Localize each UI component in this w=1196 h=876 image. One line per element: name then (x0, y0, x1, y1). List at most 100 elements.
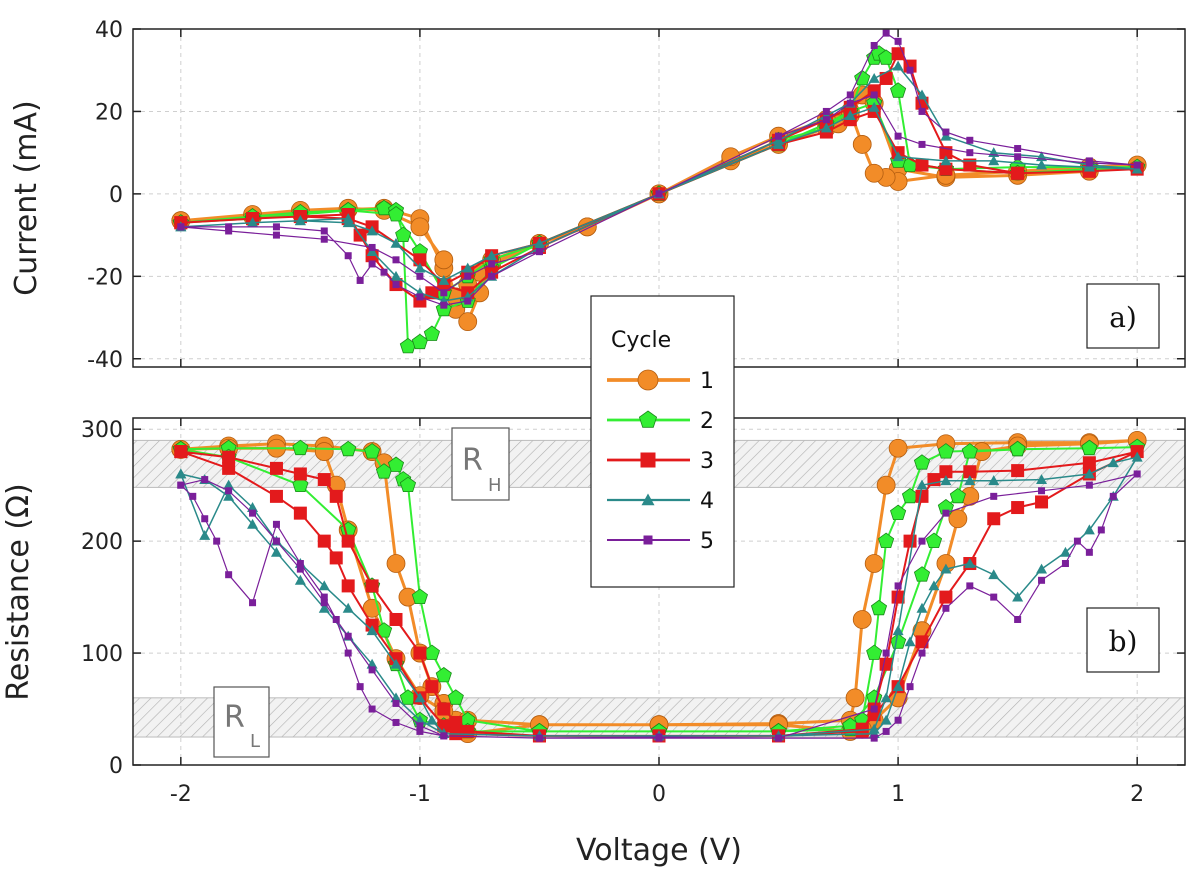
panel-a-series-5-point-19 (882, 29, 890, 37)
panel-a-series-5-point-40 (464, 272, 472, 280)
panel-b-series-5-point-36 (1038, 487, 1046, 495)
panel-b-series-3-point-5 (329, 489, 343, 503)
panel-a-series-1-point-31 (864, 163, 884, 183)
panel-b-series-4-point-30 (1131, 451, 1143, 462)
panel-b-series-4-point-39 (880, 692, 892, 703)
panel-a-series-5-point-45 (320, 235, 328, 243)
panel-b-series-5-point-35 (1085, 481, 1093, 489)
panel-a-series-4-point-36 (438, 274, 450, 285)
band-rl-label: R (224, 700, 245, 735)
panel-b-series-4-point-11 (426, 714, 438, 725)
panel-b-series-4-point-51 (270, 546, 282, 557)
panel-a-series-5-point-18 (870, 41, 878, 49)
panel-b-series-4-point-25 (1012, 591, 1024, 602)
panel-a-series-4-point-33 (533, 237, 545, 248)
panel-b-series-4-point-32 (1083, 468, 1095, 479)
panel-a-series-3-point-30 (915, 158, 929, 172)
panel-a-series-5-point-41 (440, 289, 448, 297)
panel-b-series-2-point-2 (292, 439, 309, 456)
panel-b-series-5-point-19 (870, 734, 878, 742)
panel-b-series-5-point-38 (942, 509, 950, 517)
legend-box (590, 295, 735, 588)
panel-b-series-4-point-50 (294, 574, 306, 585)
panel-b-series-3-point-7 (365, 579, 379, 593)
legend-label-5: 5 (700, 529, 714, 554)
panel-b-series-3-point-48 (329, 551, 343, 565)
panel-b-ytick-label-0: 300 (81, 418, 123, 443)
panel-a-series-5-point-1 (225, 223, 233, 231)
panel-b-series-4-point-23 (964, 558, 976, 568)
panel-b-ylabel: Resistance (Ω) (1, 483, 36, 701)
panel-b-series-4-point-20 (916, 602, 928, 613)
panel-a-series-3-point-41 (413, 253, 427, 267)
x-tick-label-1: -1 (409, 782, 431, 807)
panel-b-series-4-point-6 (318, 580, 330, 591)
panel-b-series-3-point-51 (269, 489, 283, 503)
panel-b-ytick-label-3: 0 (109, 754, 123, 779)
panel-b-series-5-point-40 (894, 582, 902, 590)
panel-b-series-2-point-29 (1081, 439, 1098, 456)
panel-a-series-5-point-47 (225, 227, 233, 235)
panel-b-series-5-point-14 (416, 727, 424, 735)
band-rh-sub: H (488, 475, 502, 496)
panel-a-series-5-point-11 (464, 297, 472, 305)
panel-a-series-3-point-29 (939, 162, 953, 176)
panel-b-series-5-point-2 (201, 515, 209, 523)
panel-a-series (171, 29, 1147, 354)
panel-b-series-2-point-11 (435, 667, 452, 683)
panel-b-series-5-point-29 (1061, 560, 1069, 568)
legend-title: Cycle (611, 328, 671, 353)
panel-b-series-3-point-31 (1011, 501, 1025, 515)
panel-b-series-5-line (180, 473, 1138, 739)
panel-b-series-4-point-34 (988, 475, 1000, 486)
legend-entry-2: 2 (607, 409, 714, 434)
panel-b-series-4-point-27 (1059, 546, 1071, 557)
panel-a-ytick-label-4: -40 (87, 348, 123, 373)
panel-b-series-3-point-2 (269, 461, 283, 475)
panel-b-ytick-label-1: 200 (81, 530, 123, 555)
band-rh-label-box (451, 427, 510, 501)
panel-a-series-2-point-22 (890, 82, 907, 98)
panel-a-series-5-point-39 (488, 260, 496, 268)
panel-a-ticks: 40 20 0 -20 -40 (87, 18, 1185, 373)
panel-a-series-4-point-26 (940, 155, 952, 166)
panel-b-series-3-point-50 (293, 506, 307, 520)
panel-b-series-4-point-38 (892, 625, 904, 636)
panel-a-series-4-point-4 (366, 246, 378, 256)
panel-b-series-5-point-22 (906, 683, 914, 691)
panel-b-series-5-point-3 (213, 537, 221, 545)
x-axis-label: Voltage (V) (576, 833, 742, 868)
panel-b-series-4-point-26 (1036, 563, 1048, 574)
panel-a-series-4-point-18 (940, 130, 952, 141)
panel-a-series-5-point-10 (440, 301, 448, 309)
panel-b-series-5-point-50 (344, 632, 352, 640)
panel-a-series-5-point-22 (918, 107, 926, 115)
panel-b-series-4-point-19 (904, 636, 916, 647)
panel-b-series-3-point-22 (915, 489, 929, 503)
panel-b-series-5-point-34 (1133, 470, 1141, 478)
panel-a-series-5-point-12 (488, 272, 496, 280)
panel-a-series-5-point-30 (966, 149, 974, 157)
panel-a-series-4 (175, 60, 1143, 306)
legend-label-3: 3 (700, 449, 714, 474)
panel-legend-series-1-point-0 (637, 369, 659, 391)
panel-b-series-5-point-32 (1097, 526, 1105, 534)
panel-b-series-5-point-13 (392, 718, 400, 726)
panel-b-series-4-point-53 (223, 490, 235, 501)
legend-entry-5: 5 (607, 529, 714, 554)
panel-a-series-1-point-45 (410, 217, 430, 237)
panel-b-series-5-point-30 (1073, 537, 1081, 545)
panel-b-series-5-point-45 (535, 734, 543, 742)
panel-b-series-1-point-18 (852, 610, 872, 629)
panel-b-series-5-point-46 (440, 732, 448, 740)
panel-b-series-3-point-20 (891, 590, 905, 604)
panel-b-series-5-point-51 (320, 599, 328, 607)
panel-b-series-5-point-12 (368, 705, 376, 713)
panel-b-series-4-point-35 (964, 475, 976, 486)
panel-b-series-5-point-47 (416, 722, 424, 730)
panel-b-series-4-point-45 (414, 714, 426, 725)
panel-b-series-2-point-19 (866, 644, 883, 660)
legend-label-2: 2 (700, 409, 714, 434)
panel-b-series-4-point-2 (223, 479, 235, 490)
panel-b-series-2-point-24 (913, 454, 931, 470)
